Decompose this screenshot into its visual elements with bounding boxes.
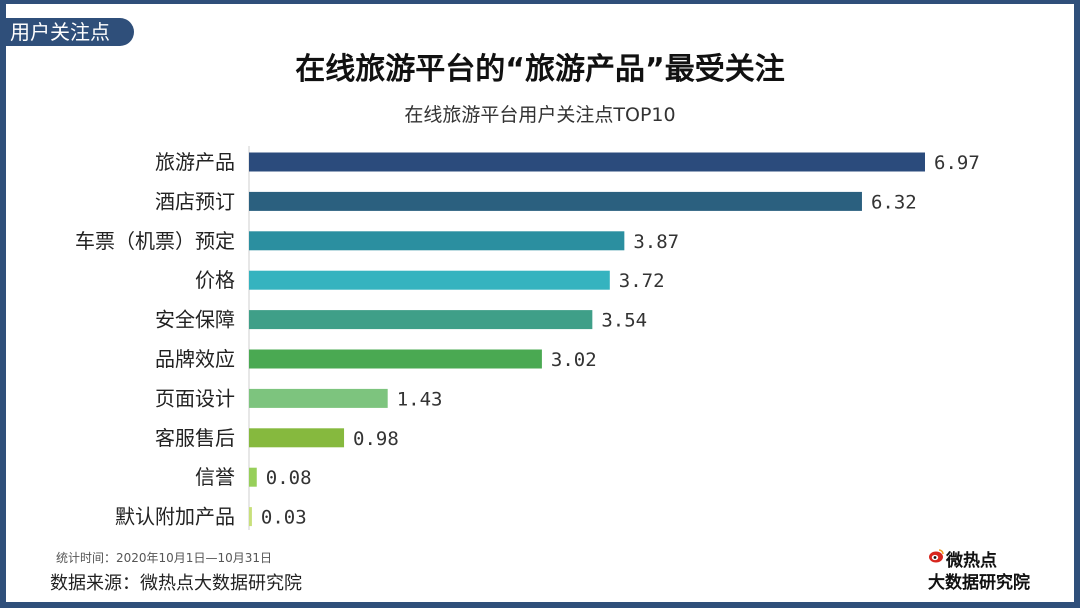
data-source: 数据来源：微热点大数据研究院 xyxy=(50,573,302,594)
value-label: 6.32 xyxy=(871,191,917,213)
category-label: 车票（机票）预定 xyxy=(75,229,235,253)
category-label: 酒店预订 xyxy=(155,189,235,213)
category-label: 默认附加产品 xyxy=(115,505,235,529)
category-label: 品牌效应 xyxy=(155,347,235,371)
logo-text-top: 微热点 xyxy=(946,551,997,571)
chart-subtitle: 在线旅游平台用户关注点TOP10 xyxy=(404,104,676,126)
bar xyxy=(249,349,542,369)
value-label: 3.02 xyxy=(551,349,597,371)
bar xyxy=(249,507,252,527)
brand-logo: 微热点 大数据研究院 xyxy=(928,546,1048,593)
value-label: 3.72 xyxy=(619,270,665,292)
value-label: 0.98 xyxy=(353,428,399,450)
bar xyxy=(249,467,257,487)
bar xyxy=(249,388,388,408)
category-label: 信誉 xyxy=(195,465,235,489)
bar xyxy=(249,428,345,448)
bar xyxy=(249,310,593,330)
logo-text-bottom: 大数据研究院 xyxy=(928,573,1030,593)
value-label: 3.87 xyxy=(633,231,679,253)
stat-period: 统计时间：2020年10月1日—10月31日 xyxy=(56,551,272,565)
category-label: 客服售后 xyxy=(155,426,235,450)
value-label: 3.54 xyxy=(601,310,647,332)
value-label: 0.08 xyxy=(266,467,312,489)
category-label: 旅游产品 xyxy=(155,150,235,174)
value-label: 6.97 xyxy=(934,152,980,174)
chart-title: 在线旅游平台的“旅游产品”最受关注 xyxy=(295,52,785,87)
category-label: 页面设计 xyxy=(155,386,235,410)
weibo-eye-icon xyxy=(929,549,944,563)
bar xyxy=(249,191,862,211)
bar xyxy=(249,231,625,251)
bar xyxy=(249,270,610,290)
category-label: 安全保障 xyxy=(155,308,235,332)
bar xyxy=(249,152,925,172)
category-label: 价格 xyxy=(195,268,235,292)
value-label: 1.43 xyxy=(397,388,443,410)
section-tag: 用户关注点 xyxy=(4,18,134,46)
value-label: 0.03 xyxy=(261,507,307,529)
